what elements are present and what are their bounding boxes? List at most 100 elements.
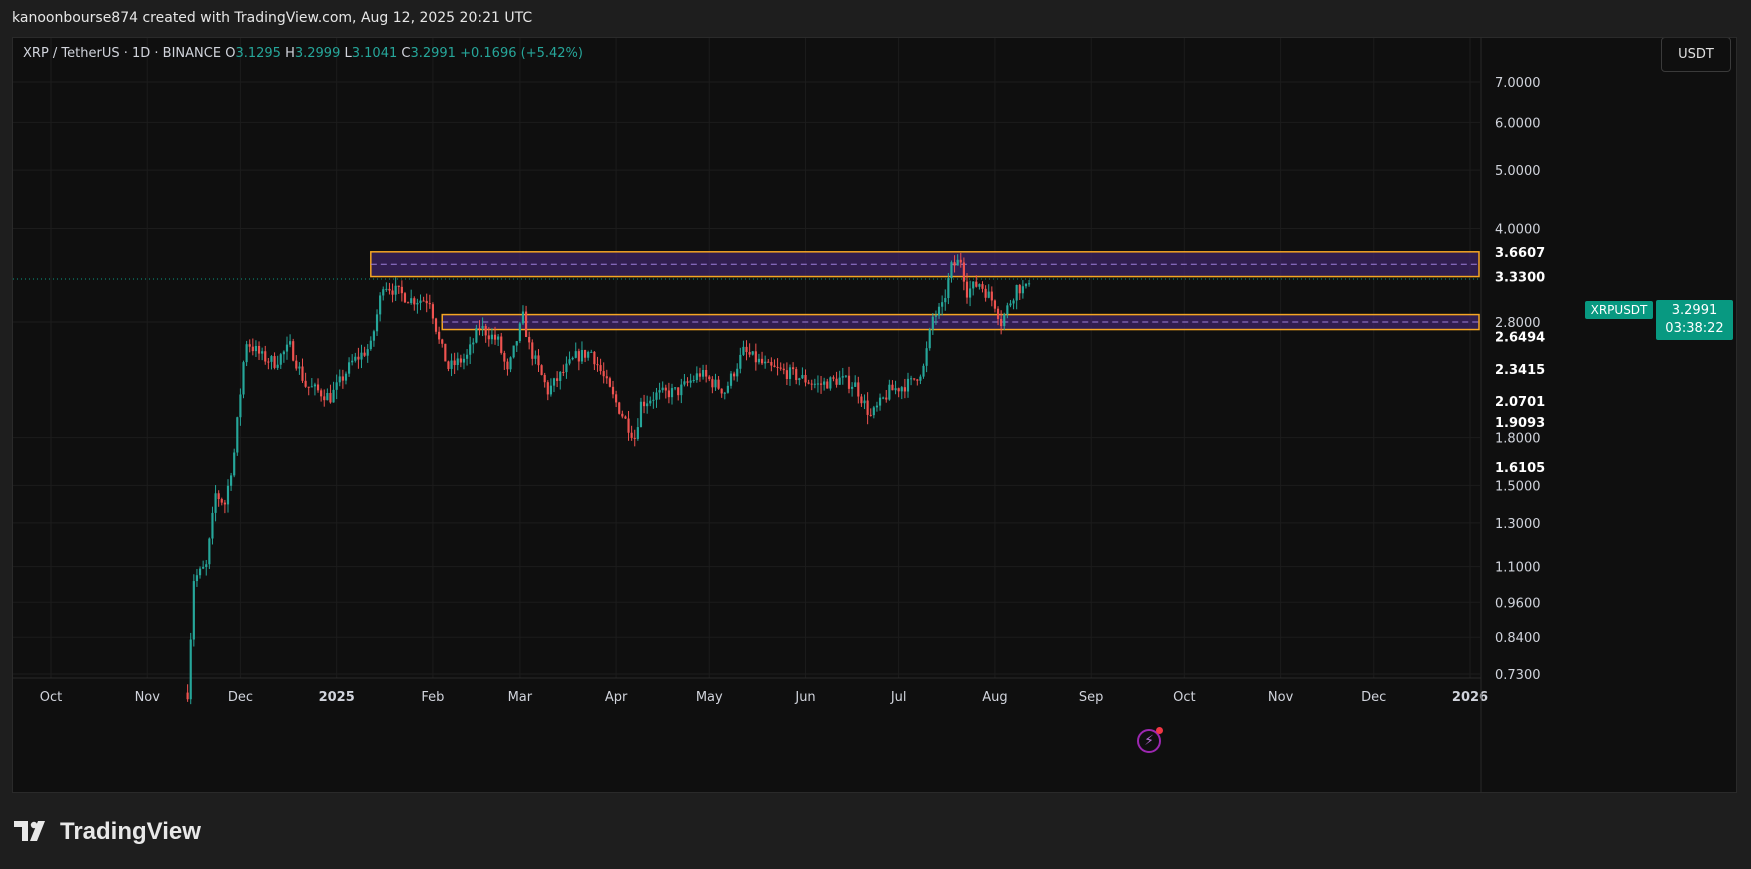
candle-body (838, 377, 841, 385)
candle-body (562, 371, 565, 373)
candle-body (540, 365, 543, 375)
candle-body (910, 378, 913, 380)
y-axis-tick-label: 4.0000 (1495, 223, 1541, 238)
candle-body (500, 336, 503, 353)
candle-body (369, 340, 372, 350)
candle-body (434, 318, 438, 332)
candle-body (692, 380, 695, 382)
candle-body (397, 285, 400, 287)
candle-body (217, 493, 220, 500)
lightning-alert-icon[interactable]: ⚡ (1137, 727, 1163, 753)
x-axis-tick-label: May (696, 690, 723, 705)
candle-body (1003, 314, 1006, 327)
y-axis-tick-label: 6.0000 (1495, 116, 1541, 131)
candle-body (624, 416, 627, 419)
y-axis-tick-label: 0.9600 (1495, 596, 1541, 611)
candle-body (615, 394, 618, 403)
candle-body (543, 374, 546, 383)
candle-body (757, 358, 761, 363)
candle-body (462, 358, 466, 363)
candle-body (897, 388, 900, 392)
candle-body (552, 378, 556, 386)
candle-body (776, 366, 779, 368)
candle-body (723, 392, 726, 394)
candle-body (338, 376, 341, 383)
candle-body (416, 302, 419, 305)
notification-dot-icon (1156, 727, 1163, 734)
candle-body (729, 373, 733, 386)
price-chart[interactable]: Oct Nov Dec 2025 Feb Mar Apr May Jun Jul Aug Sep Oct… (13, 38, 1737, 793)
candle-body (627, 418, 630, 433)
tradingview-mark-icon (14, 821, 45, 841)
legend-high-label: H (285, 46, 295, 61)
candle-body (807, 382, 810, 384)
candle-body (521, 311, 525, 324)
candle-body (267, 361, 270, 363)
legend-open-value: 3.1295 (235, 46, 281, 61)
x-axis-tick-label: Feb (421, 690, 444, 705)
candle-body (344, 373, 348, 381)
candle-body (503, 352, 506, 362)
candle-body (316, 384, 320, 391)
candle-body (810, 383, 813, 385)
candle-body (251, 346, 254, 352)
candle-body (447, 361, 450, 369)
candle-body (950, 262, 953, 279)
candle-body (406, 302, 410, 304)
candle-body (760, 358, 764, 364)
candle-body (894, 388, 897, 391)
candle-body (593, 351, 596, 365)
candle-body (611, 386, 615, 395)
legend-symbol[interactable]: XRP / TetherUS · 1D · BINANCE (23, 46, 222, 61)
candle-body (633, 437, 636, 439)
candle-body (748, 352, 751, 355)
candle-body (996, 308, 1000, 319)
candle-body (599, 365, 602, 372)
y-axis-tick-label: 5.0000 (1495, 164, 1541, 179)
candle-body (239, 394, 242, 418)
candle-body (264, 351, 267, 362)
candle-body (1000, 318, 1003, 327)
currency-button[interactable]: USDT (1661, 38, 1731, 72)
last-price-value: 3.2991 (1671, 303, 1718, 318)
candle-body (192, 581, 195, 640)
legend-change: +0.1696 (+5.42%) (460, 46, 583, 61)
x-axis-tick-label: Mar (508, 690, 533, 705)
candle-body (965, 281, 969, 298)
candle-body (975, 281, 978, 287)
y-axis-tick-label: 1.8000 (1495, 432, 1541, 447)
candle-body (515, 341, 518, 346)
candle-body (512, 345, 515, 358)
candle-body (922, 365, 925, 377)
candle-body (875, 405, 879, 408)
candle-body (497, 336, 500, 340)
candle-body (844, 375, 847, 377)
candle-body (298, 366, 301, 369)
candle-body (956, 259, 959, 266)
x-axis-tick-label: Sep (1079, 690, 1104, 705)
candle-body (372, 331, 376, 341)
candle-body (459, 358, 462, 363)
chart-area[interactable]: Oct Nov Dec 2025 Feb Mar Apr May Jun Jul Aug Sep Oct… (12, 37, 1737, 793)
candle-body (934, 315, 938, 317)
candle-body (655, 392, 658, 400)
candle-body (230, 475, 233, 486)
candle-body (767, 361, 770, 363)
y-axis-level-label: 3.6607 (1495, 246, 1545, 261)
candle-body (869, 414, 872, 416)
candle-body (788, 367, 792, 379)
candle-body (646, 403, 649, 407)
candle-body (857, 382, 860, 397)
candle-body (478, 328, 481, 330)
candle-body (382, 289, 385, 296)
y-axis-level-label: 3.3300 (1495, 271, 1545, 286)
candle-body (242, 362, 245, 395)
y-axis-tick-label: 7.0000 (1495, 76, 1541, 91)
candle-body (819, 383, 823, 385)
candle-body (661, 387, 664, 391)
candle-body (410, 298, 413, 304)
candle-body (841, 376, 844, 378)
candle-body (484, 326, 487, 336)
candle-body (885, 397, 888, 400)
candle-body (652, 399, 655, 401)
